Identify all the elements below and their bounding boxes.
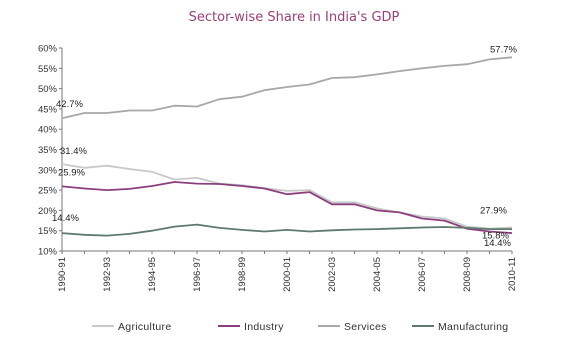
series-lines	[61, 56, 513, 237]
x-tick-label: 2002-03	[327, 257, 338, 292]
data-label: 14.4%	[52, 213, 79, 224]
data-label: 31.4%	[60, 146, 87, 157]
data-label: 27.9%	[480, 205, 507, 216]
x-axis: 1990-91 1992-93 1994-95 1996-97 1998-99 2000-…	[57, 250, 518, 292]
x-tick-label: 1994-95	[147, 257, 158, 292]
chart-title: Sector-wise Share in India's GDP	[189, 10, 400, 25]
x-tick-label: 1998-99	[237, 257, 248, 292]
x-tick-label: 2004-05	[372, 257, 383, 292]
series-line-industry	[61, 181, 513, 234]
x-tick-label: 1996-97	[192, 257, 203, 292]
x-tick-label: 2008-09	[462, 257, 473, 292]
legend-label: Services	[344, 321, 387, 333]
data-label: 42.7%	[56, 99, 83, 110]
legend: Agriculture Industry Services Manufacturing	[92, 321, 508, 333]
x-tick-label: 1992-93	[102, 257, 113, 292]
y-tick-label: 55%	[38, 64, 58, 75]
y-tick-label: 15%	[38, 226, 58, 237]
y-tick-label: 40%	[38, 125, 58, 136]
data-label: 25.9%	[58, 167, 85, 178]
data-label: 57.7%	[490, 44, 517, 55]
x-tick-label: 2010-11	[507, 257, 518, 291]
y-tick-label: 20%	[38, 206, 58, 217]
y-axis: 10% 15% 20% 25% 30% 35% 40% 45% 50% 55% 60%	[38, 44, 63, 258]
x-tick-label: 2000-01	[282, 257, 293, 292]
legend-label: Manufacturing	[438, 321, 508, 333]
legend-label: Agriculture	[118, 321, 172, 333]
y-tick-label: 30%	[38, 165, 58, 176]
series-line-manufacturing	[61, 223, 512, 237]
data-labels: 42.7%57.7%31.4%25.9%14.4%27.9%15.8%14.4%	[52, 44, 517, 249]
data-label: 15.8%	[482, 230, 509, 241]
x-tick-label: 1990-91	[57, 257, 68, 292]
y-tick-label: 10%	[38, 247, 58, 258]
y-tick-label: 45%	[38, 104, 58, 115]
series-line-services	[61, 56, 513, 120]
y-tick-label: 35%	[38, 145, 58, 156]
y-tick-label: 50%	[38, 84, 58, 95]
series-line-agriculture	[61, 163, 513, 230]
legend-label: Industry	[244, 321, 284, 333]
data-label: 14.4%	[484, 238, 511, 249]
y-tick-label: 25%	[38, 186, 58, 197]
x-tick-label: 2006-07	[417, 257, 428, 292]
y-tick-label: 60%	[38, 44, 58, 55]
